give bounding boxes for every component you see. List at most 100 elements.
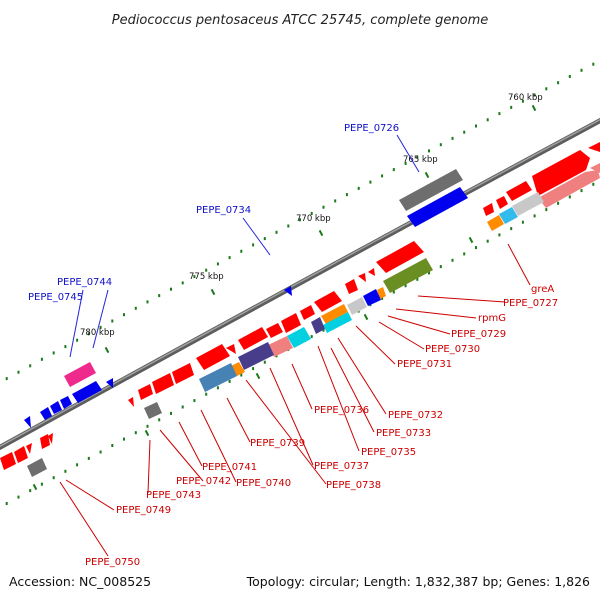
scale-dot xyxy=(451,258,454,262)
scale-dot xyxy=(486,239,489,243)
cds-0745c[interactable] xyxy=(60,396,72,409)
scale-dot xyxy=(52,351,55,355)
gene-label-0742[interactable]: PEPE_0742 xyxy=(176,476,231,487)
cds-0744b[interactable] xyxy=(106,378,113,388)
gene-label-0733[interactable]: PEPE_0733 xyxy=(376,428,431,439)
scale-dot xyxy=(181,405,184,409)
gene-label-0737[interactable]: PEPE_0737 xyxy=(314,461,369,472)
cds-0737[interactable] xyxy=(266,323,283,338)
gene-label-0726[interactable]: PEPE_0726 xyxy=(344,123,399,134)
cds-0728[interactable] xyxy=(376,241,424,273)
cds-0745b[interactable] xyxy=(50,401,62,414)
cds-0735[interactable] xyxy=(300,305,315,320)
gene-label-rpmG[interactable]: rpmG xyxy=(478,313,506,324)
cog-0731-orange[interactable] xyxy=(377,287,386,299)
cds-0742[interactable] xyxy=(152,373,174,394)
scale-dot xyxy=(87,456,90,460)
cds-0734[interactable] xyxy=(284,286,292,296)
cog-0738-navy[interactable] xyxy=(238,342,274,370)
cds-0736[interactable] xyxy=(281,313,301,333)
scale-dot xyxy=(181,281,184,285)
cds-0741[interactable] xyxy=(172,363,194,384)
cog-0727-orange[interactable] xyxy=(487,215,504,231)
scale-dot xyxy=(533,214,536,218)
cds-0727c[interactable] xyxy=(483,203,494,216)
scale-dot xyxy=(170,287,172,291)
cog-0743-gray[interactable] xyxy=(144,402,162,419)
gene-label-0749[interactable]: PEPE_0749 xyxy=(116,505,171,516)
cds-0749b[interactable] xyxy=(48,433,53,444)
cog-0732-gray[interactable] xyxy=(347,297,367,315)
scale-dot xyxy=(580,68,583,72)
cds-0749a[interactable] xyxy=(40,434,50,449)
cog-0735-navy[interactable] xyxy=(311,317,325,334)
gene-label-0736[interactable]: PEPE_0736 xyxy=(314,405,369,416)
gene-label-0731[interactable]: PEPE_0731 xyxy=(397,359,452,370)
cds-0745a[interactable] xyxy=(40,407,52,420)
cog-0731-blue[interactable] xyxy=(363,289,381,306)
gene-label-0732[interactable]: PEPE_0732 xyxy=(388,410,443,421)
cds-0750b[interactable] xyxy=(0,452,16,470)
cds-greA-2[interactable] xyxy=(538,170,600,208)
cog-0727-gray[interactable] xyxy=(512,192,544,216)
cog-0733-cyan[interactable] xyxy=(323,312,352,333)
gene-label-0750[interactable]: PEPE_0750 xyxy=(85,557,140,568)
scale-dot xyxy=(475,246,477,250)
gene-label-0744[interactable]: PEPE_0744 xyxy=(57,277,112,288)
cds-0743b[interactable] xyxy=(128,397,134,407)
genome-summary-text: Topology: circular; Length: 1,832,387 bp… xyxy=(246,574,590,589)
scale-labels: 760 kbp 765 kbp 770 kbp 775 kbp 780 kbp xyxy=(80,93,543,338)
cog-bar-0726[interactable] xyxy=(399,169,463,211)
cds-0750a[interactable] xyxy=(14,446,28,463)
cds-0727[interactable] xyxy=(506,181,532,201)
scale-dot xyxy=(568,75,571,78)
scale-dot xyxy=(205,392,208,396)
gene-label-0739[interactable]: PEPE_0739 xyxy=(250,438,305,449)
cds-0731[interactable] xyxy=(345,279,358,294)
cds-0739[interactable] xyxy=(226,344,236,354)
cds-0744[interactable] xyxy=(72,381,102,403)
gene-label-0740[interactable]: PEPE_0740 xyxy=(236,478,291,489)
cog-0737-salmon[interactable] xyxy=(268,336,293,357)
gene-label-0745[interactable]: PEPE_0745 xyxy=(28,292,83,303)
cds-0729[interactable] xyxy=(368,268,375,276)
scale-dot xyxy=(510,227,513,231)
gene-label-0727[interactable]: PEPE_0727 xyxy=(503,298,558,309)
gene-label-0741[interactable]: PEPE_0741 xyxy=(202,462,257,473)
cog-bar-0744[interactable] xyxy=(64,362,96,387)
cds-0743[interactable] xyxy=(138,384,153,400)
cds-0730[interactable] xyxy=(358,273,366,282)
cog-0727-sky[interactable] xyxy=(499,207,518,224)
cds-0745d[interactable] xyxy=(24,416,31,428)
cds-greA-1[interactable] xyxy=(532,150,590,196)
cds-0738[interactable] xyxy=(238,327,268,350)
gene-label-0735[interactable]: PEPE_0735 xyxy=(361,447,416,458)
gene-label-0729[interactable]: PEPE_0729 xyxy=(451,329,506,340)
scale-dot xyxy=(40,482,43,486)
scale-dot xyxy=(64,469,67,473)
cog-0740-steel[interactable] xyxy=(199,363,237,392)
scale-dot xyxy=(111,444,114,447)
cog-0749-gray[interactable] xyxy=(27,458,47,477)
cog-0736-cyan[interactable] xyxy=(287,327,311,348)
cds-0740[interactable] xyxy=(196,344,230,370)
scale-dot xyxy=(263,237,266,241)
gene-label-0734[interactable]: PEPE_0734 xyxy=(196,205,251,216)
cog-right-edge[interactable] xyxy=(590,163,600,173)
gene-label-0743[interactable]: PEPE_0743 xyxy=(146,490,201,501)
cds-0733[interactable] xyxy=(314,291,342,312)
cds-0726[interactable] xyxy=(407,187,468,227)
gene-label-0738[interactable]: PEPE_0738 xyxy=(326,480,381,491)
scale-dot xyxy=(357,186,360,190)
scale-dot xyxy=(240,373,243,377)
gene-label-0730[interactable]: PEPE_0730 xyxy=(425,344,480,355)
gene-label-greA[interactable]: greA xyxy=(531,284,554,295)
cog-0728-olive[interactable] xyxy=(383,258,433,293)
scale-dot xyxy=(76,463,79,467)
cds-0727b[interactable] xyxy=(496,196,508,209)
cds-0750c[interactable] xyxy=(26,443,32,454)
cog-0739-orange[interactable] xyxy=(231,362,245,376)
cog-0733-orange[interactable] xyxy=(321,304,348,324)
scale-dot xyxy=(17,495,20,499)
cds-right-edge[interactable] xyxy=(588,142,600,152)
